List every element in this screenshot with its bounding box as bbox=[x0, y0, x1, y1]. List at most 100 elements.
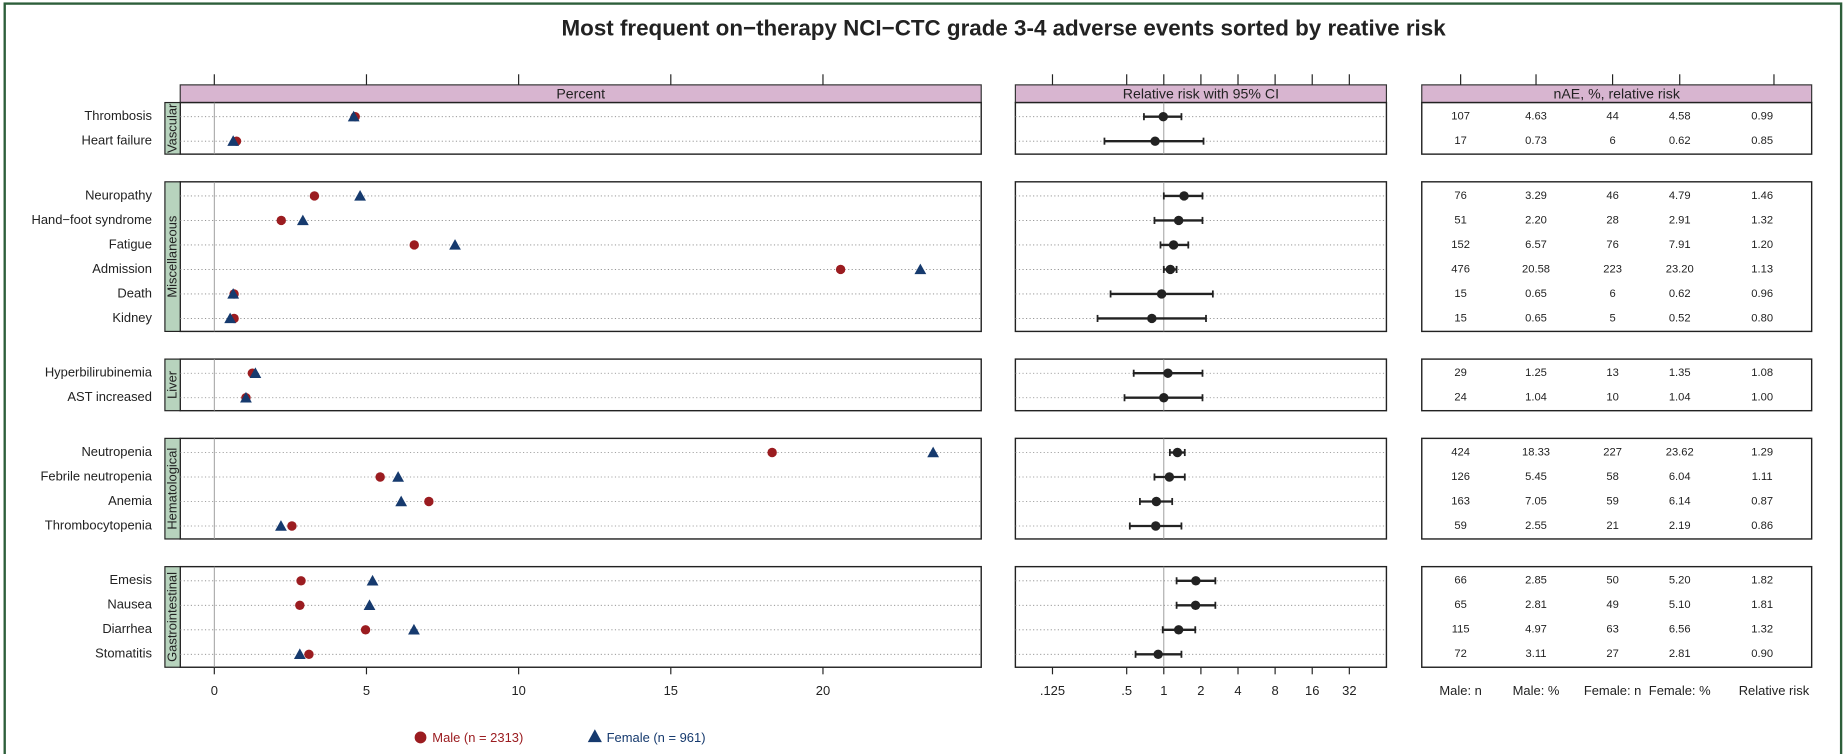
table-cell: 2.20 bbox=[1525, 214, 1547, 226]
rr-point bbox=[1164, 472, 1175, 482]
female-marker bbox=[392, 471, 405, 482]
table-cell: 13 bbox=[1606, 367, 1618, 379]
panel-box bbox=[179, 437, 982, 540]
frame bbox=[3, 2, 1843, 754]
table-cell: 66 bbox=[1454, 575, 1466, 587]
male-marker bbox=[287, 521, 297, 531]
table-cell: 1.29 bbox=[1751, 446, 1773, 458]
panel-box bbox=[1421, 437, 1813, 540]
table-cell: 6.56 bbox=[1669, 624, 1691, 636]
female-marker bbox=[408, 623, 420, 635]
male-marker bbox=[295, 600, 305, 610]
table-cell: 24 bbox=[1454, 392, 1466, 404]
rr-point bbox=[1172, 447, 1183, 458]
row-label: Stomatitis bbox=[95, 646, 152, 661]
table-cell: 63 bbox=[1606, 624, 1618, 636]
legend-marker bbox=[414, 731, 427, 744]
table-cell: 4.58 bbox=[1669, 111, 1691, 123]
panel-title: nAE, %, relative risk bbox=[1554, 86, 1681, 102]
row-label: Kidney bbox=[112, 310, 152, 325]
rr-point bbox=[1168, 240, 1179, 250]
panel-title: Relative risk with 95% CI bbox=[1123, 86, 1279, 102]
female-marker bbox=[240, 391, 252, 403]
panel-box bbox=[179, 358, 982, 412]
table-cell: 223 bbox=[1603, 263, 1622, 275]
row-label: Neutropenia bbox=[81, 444, 152, 459]
row-label: Thrombocytopenia bbox=[45, 517, 153, 532]
legend-marker bbox=[587, 729, 602, 743]
panel-box bbox=[179, 181, 982, 333]
female-marker bbox=[275, 520, 287, 531]
table-cell: 1.04 bbox=[1525, 392, 1547, 404]
panel-box bbox=[1421, 358, 1813, 412]
group-label: Miscellaneous bbox=[165, 216, 180, 298]
table-cell: 0.52 bbox=[1669, 312, 1691, 324]
table-column-label: Male: % bbox=[1513, 683, 1560, 698]
rr-point bbox=[1150, 136, 1160, 146]
table-cell: 1.08 bbox=[1751, 367, 1773, 379]
table-cell: 227 bbox=[1603, 446, 1622, 458]
female-marker bbox=[363, 599, 376, 610]
table-cell: 1.32 bbox=[1751, 214, 1773, 226]
table-cell: 6.14 bbox=[1669, 495, 1691, 507]
male-marker bbox=[296, 576, 306, 586]
row-label: Fatigue bbox=[109, 236, 152, 251]
legend-label: Male (n = 2313) bbox=[432, 730, 523, 745]
table-cell: 0.80 bbox=[1751, 312, 1773, 324]
female-marker bbox=[224, 312, 237, 324]
table-cell: 10 bbox=[1606, 392, 1618, 404]
female-marker bbox=[354, 190, 366, 201]
female-marker bbox=[296, 214, 309, 226]
row-label: Diarrhea bbox=[102, 621, 152, 636]
table-cell: 6 bbox=[1609, 288, 1615, 300]
table-cell: 1.35 bbox=[1669, 367, 1691, 379]
male-marker bbox=[409, 240, 419, 250]
table-cell: 1.81 bbox=[1751, 599, 1773, 611]
rr-point bbox=[1163, 368, 1173, 378]
rr-point bbox=[1190, 600, 1201, 610]
table-cell: 4.97 bbox=[1525, 624, 1547, 636]
table-column-label: Relative risk bbox=[1739, 683, 1810, 698]
table-cell: 1.25 bbox=[1525, 367, 1547, 379]
x2-tick-label: .125 bbox=[1040, 683, 1065, 698]
female-marker bbox=[449, 239, 461, 250]
table-cell: 424 bbox=[1451, 446, 1470, 458]
table-cell: 126 bbox=[1451, 471, 1470, 483]
group-strip bbox=[164, 358, 181, 412]
table-cell: 3.29 bbox=[1525, 190, 1547, 202]
panel-box bbox=[1014, 101, 1388, 155]
panel-box bbox=[1014, 358, 1388, 412]
table-cell: 152 bbox=[1451, 239, 1470, 251]
table-cell: 0.96 bbox=[1751, 288, 1773, 300]
table-cell: 6 bbox=[1609, 135, 1615, 147]
rr-point bbox=[1173, 215, 1184, 226]
table-column-label: Male: n bbox=[1439, 683, 1481, 698]
table-cell: 1.11 bbox=[1752, 471, 1773, 483]
x2-tick-label: 32 bbox=[1342, 683, 1356, 698]
female-marker bbox=[366, 574, 379, 586]
male-marker bbox=[835, 264, 846, 275]
table-cell: 29 bbox=[1454, 367, 1466, 379]
table-cell: 115 bbox=[1452, 624, 1470, 636]
table-cell: 59 bbox=[1606, 495, 1618, 507]
table-cell: 23.62 bbox=[1666, 446, 1694, 458]
table-cell: 15 bbox=[1454, 288, 1466, 300]
table-cell: 2.81 bbox=[1525, 599, 1547, 611]
table-cell: 4.63 bbox=[1525, 111, 1547, 123]
table-cell: 27 bbox=[1606, 648, 1618, 660]
table-cell: 18.33 bbox=[1522, 446, 1550, 458]
rr-point bbox=[1165, 264, 1176, 275]
table-cell: 28 bbox=[1606, 214, 1618, 226]
row-label: Neuropathy bbox=[85, 187, 152, 202]
group-strip bbox=[164, 181, 181, 333]
row-label: Thrombosis bbox=[84, 108, 152, 123]
row-label: Febrile neutropenia bbox=[40, 468, 152, 483]
table-cell: 2.85 bbox=[1525, 575, 1547, 587]
table-cell: 0.87 bbox=[1751, 495, 1773, 507]
table-cell: 6.04 bbox=[1669, 471, 1691, 483]
male-marker bbox=[304, 649, 314, 659]
row-label: Death bbox=[117, 285, 152, 300]
rr-point bbox=[1158, 111, 1168, 122]
